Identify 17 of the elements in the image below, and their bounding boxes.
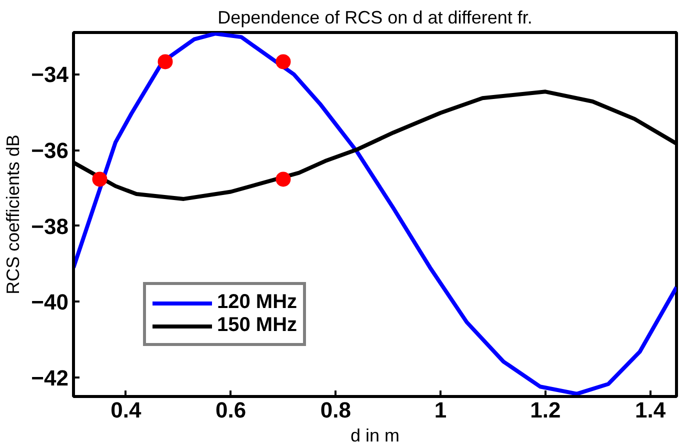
legend-label: 120 MHz — [217, 291, 298, 314]
y-tick-label: −40 — [31, 290, 69, 315]
x-tick-label: 0.4 — [110, 398, 142, 422]
y-tick-label: −42 — [31, 366, 69, 391]
chart-title: Dependence of RCS on d at different fr. — [218, 8, 532, 28]
x-axis-title: d in m — [350, 426, 400, 446]
y-tick-label: −38 — [31, 214, 69, 239]
x-tick-label: 1.4 — [634, 398, 666, 422]
x-tick-label: 1 — [434, 398, 447, 422]
legend-label: 150 MHz — [217, 314, 298, 337]
y-tick-label: −36 — [31, 138, 69, 164]
line-series — [74, 32, 676, 396]
y-axis-title: RCS coefficients dB — [3, 134, 24, 294]
y-tick-label: −34 — [31, 62, 70, 88]
x-tick-label: 0.6 — [216, 398, 246, 422]
x-tick-label: 0.8 — [320, 398, 351, 422]
x-tick-label: 1.2 — [530, 398, 561, 422]
